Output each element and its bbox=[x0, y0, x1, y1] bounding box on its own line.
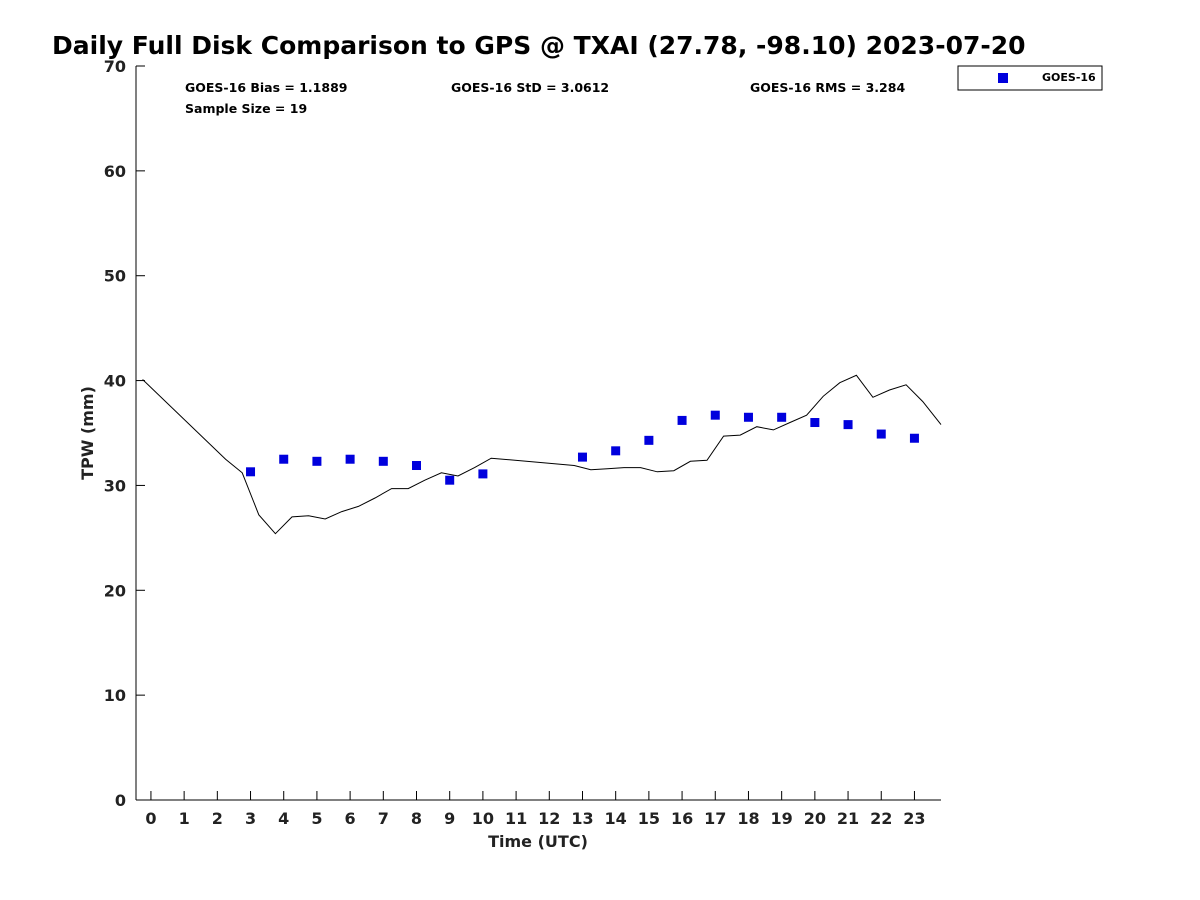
goes16-data-point bbox=[810, 418, 820, 428]
goes16-data-point bbox=[876, 429, 886, 439]
goes16-data-point bbox=[312, 456, 322, 466]
x-tick-label: 19 bbox=[771, 809, 793, 828]
x-tick-label: 16 bbox=[671, 809, 693, 828]
goes16-data-point bbox=[644, 435, 654, 445]
x-tick-label: 18 bbox=[737, 809, 759, 828]
goes16-data-point bbox=[843, 420, 853, 430]
x-tick-label: 20 bbox=[804, 809, 826, 828]
goes16-data-point bbox=[345, 454, 355, 464]
goes16-data-point bbox=[378, 456, 388, 466]
x-tick-label: 14 bbox=[605, 809, 627, 828]
goes16-data-point bbox=[279, 454, 289, 464]
x-tick-label: 15 bbox=[638, 809, 660, 828]
goes16-data-point bbox=[909, 433, 919, 443]
y-tick-label: 70 bbox=[104, 57, 126, 76]
goes16-data-point bbox=[611, 446, 621, 456]
legend-box bbox=[957, 65, 1103, 91]
x-tick-label: 11 bbox=[505, 809, 527, 828]
x-tick-label: 0 bbox=[145, 809, 156, 828]
goes16-data-point bbox=[478, 469, 488, 479]
y-tick-label: 30 bbox=[104, 476, 126, 495]
x-tick-label: 10 bbox=[472, 809, 494, 828]
goes16-data-point bbox=[743, 412, 753, 422]
x-tick-label: 4 bbox=[278, 809, 289, 828]
legend-label-goes16: GOES-16 bbox=[1042, 71, 1096, 84]
y-tick-label: 50 bbox=[104, 267, 126, 286]
x-tick-label: 13 bbox=[571, 809, 593, 828]
goes16-data-point bbox=[710, 410, 720, 420]
x-tick-label: 17 bbox=[704, 809, 726, 828]
legend-marker-goes16 bbox=[998, 73, 1008, 83]
x-axis-label: Time (UTC) bbox=[488, 832, 588, 851]
x-tick-label: 7 bbox=[378, 809, 389, 828]
goes16-data-point bbox=[777, 412, 787, 422]
x-tick-label: 22 bbox=[870, 809, 892, 828]
x-tick-label: 21 bbox=[837, 809, 859, 828]
x-tick-label: 1 bbox=[179, 809, 190, 828]
x-tick-label: 6 bbox=[345, 809, 356, 828]
y-tick-label: 20 bbox=[104, 581, 126, 600]
x-tick-label: 5 bbox=[311, 809, 322, 828]
x-tick-label: 9 bbox=[444, 809, 455, 828]
chart-title: Daily Full Disk Comparison to GPS @ TXAI… bbox=[52, 31, 1026, 60]
x-tick-label: 8 bbox=[411, 809, 422, 828]
y-tick-label: 60 bbox=[104, 162, 126, 181]
y-tick-label: 10 bbox=[104, 686, 126, 705]
legend: GOES-16 bbox=[957, 65, 1103, 91]
stat-rms: GOES-16 RMS = 3.284 bbox=[750, 80, 905, 95]
y-tick-label: 0 bbox=[115, 791, 126, 810]
stat-sample-size: Sample Size = 19 bbox=[185, 101, 307, 116]
x-tick-label: 23 bbox=[903, 809, 925, 828]
gps-tpw-line bbox=[142, 374, 942, 535]
x-tick-label: 3 bbox=[245, 809, 256, 828]
y-tick-label: 40 bbox=[104, 372, 126, 391]
goes16-data-point bbox=[412, 461, 422, 471]
x-tick-label: 2 bbox=[212, 809, 223, 828]
goes16-data-point bbox=[677, 415, 687, 425]
y-axis-label: TPW (mm) bbox=[78, 386, 97, 480]
stat-std: GOES-16 StD = 3.0612 bbox=[451, 80, 609, 95]
stat-bias: GOES-16 Bias = 1.1889 bbox=[185, 80, 347, 95]
goes16-data-point bbox=[577, 452, 587, 462]
x-tick-label: 12 bbox=[538, 809, 560, 828]
goes16-data-point bbox=[445, 475, 455, 485]
goes16-data-point bbox=[246, 467, 256, 477]
